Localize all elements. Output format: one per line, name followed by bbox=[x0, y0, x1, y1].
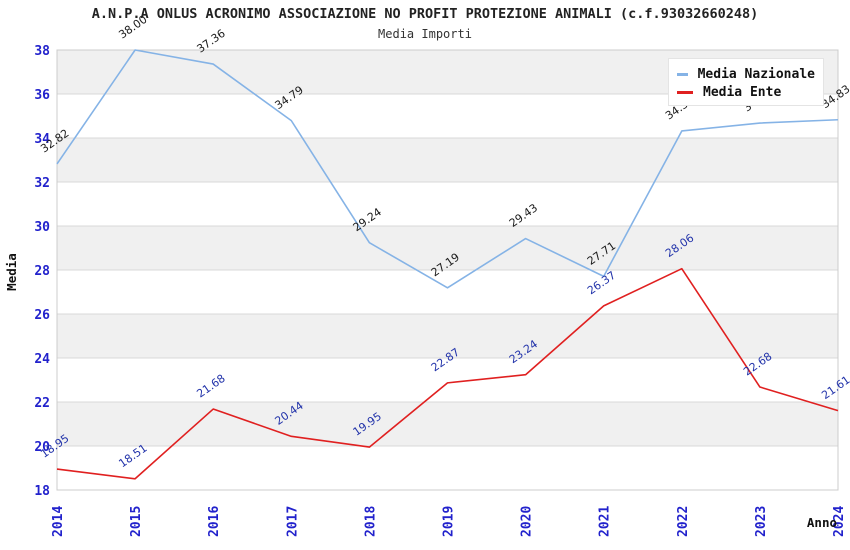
y-axis-tick-label: 38 bbox=[34, 44, 50, 59]
y-axis-tick-label: 22 bbox=[34, 396, 50, 411]
chart-line-media-ente bbox=[56, 267, 839, 480]
x-axis-tick-label: 2022 bbox=[676, 506, 691, 537]
x-axis-tick-label: 2020 bbox=[520, 506, 535, 537]
data-point-label: 38.00 bbox=[116, 13, 149, 42]
x-axis-tick-label: 2017 bbox=[285, 506, 300, 537]
chart-legend: Media Nazionale Media Ente bbox=[668, 58, 824, 106]
x-axis-tick-label: 2014 bbox=[51, 506, 66, 537]
y-axis-tick-label: 26 bbox=[34, 308, 50, 323]
plot-band bbox=[57, 314, 838, 358]
chart-title: A.N.P.A ONLUS ACRONIMO ASSOCIAZIONE NO P… bbox=[91, 6, 759, 22]
y-axis-tick-label: 32 bbox=[34, 176, 50, 191]
y-axis-tick-label: 18 bbox=[34, 484, 50, 499]
x-axis-tick-label: 2018 bbox=[363, 506, 378, 537]
legend-label: Media Nazionale bbox=[697, 66, 815, 82]
data-point-label: 21.61 bbox=[819, 373, 850, 402]
plot-band bbox=[57, 226, 838, 270]
y-axis-title: Media bbox=[4, 253, 19, 291]
y-axis-tick-label: 24 bbox=[34, 352, 50, 367]
plot-border bbox=[56, 49, 839, 491]
x-axis-tick-label: 2024 bbox=[832, 506, 847, 537]
plot-band bbox=[57, 138, 838, 182]
x-axis-tick-label: 2015 bbox=[129, 506, 144, 537]
media-ente-line-swatch bbox=[677, 90, 693, 94]
chart-subtitle: Media Importi bbox=[378, 27, 472, 41]
y-axis-tick-label: 30 bbox=[34, 220, 50, 235]
plot-band bbox=[57, 402, 838, 446]
legend-item-media-nazionale: Media Nazionale bbox=[677, 65, 815, 83]
data-point-label: 21.68 bbox=[194, 372, 227, 401]
x-axis-tick-label: 2019 bbox=[442, 506, 457, 537]
x-axis-tick-label: 2016 bbox=[207, 506, 222, 537]
data-point-label: 26.37 bbox=[585, 269, 618, 298]
y-axis-tick-label: 36 bbox=[34, 88, 50, 103]
legend-label: Media Ente bbox=[703, 84, 782, 100]
y-axis-tick-label: 20 bbox=[34, 440, 50, 455]
media-nazionale-line-swatch bbox=[677, 72, 688, 76]
legend-item-media-ente: Media Ente bbox=[677, 83, 815, 101]
x-axis-tick-label: 2023 bbox=[754, 506, 769, 537]
x-axis-tick-label: 2021 bbox=[598, 506, 613, 537]
chart-line-media-nazionale bbox=[56, 49, 839, 289]
y-axis-tick-label: 28 bbox=[34, 264, 50, 279]
x-axis-title: Anno bbox=[807, 515, 837, 530]
y-axis-tick-label: 34 bbox=[34, 132, 50, 147]
